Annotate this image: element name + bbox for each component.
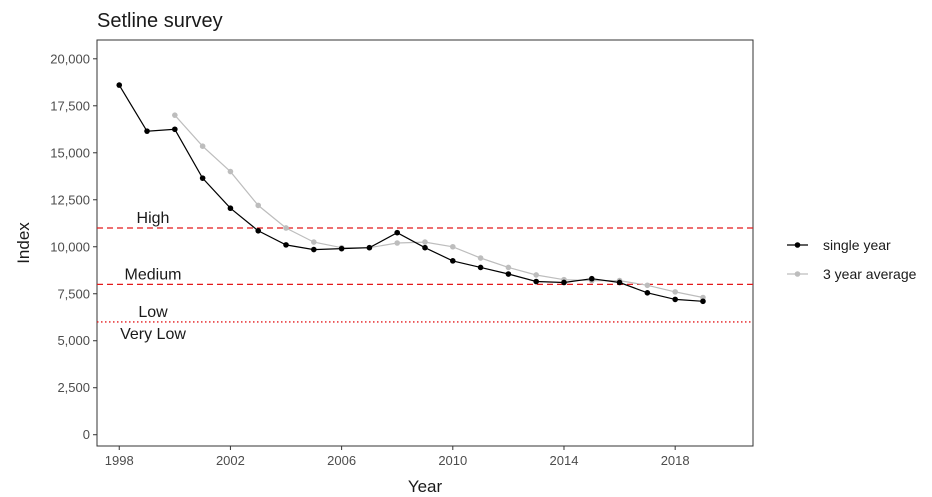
data-point — [533, 278, 539, 285]
data-point — [283, 225, 289, 231]
y-tick-label: 7,500 — [57, 286, 90, 301]
data-point — [644, 282, 651, 289]
data-point — [422, 244, 428, 251]
data-point — [700, 298, 706, 305]
reference-label: Medium — [125, 266, 182, 283]
chart-title: Setline survey — [97, 10, 223, 32]
x-tick-label: 2018 — [661, 453, 690, 468]
data-point — [338, 245, 345, 252]
data-point — [255, 202, 262, 209]
data-point — [144, 128, 150, 134]
y-tick-label: 2,500 — [57, 380, 90, 395]
data-point — [227, 205, 234, 212]
data-point — [311, 239, 317, 245]
data-point — [227, 168, 234, 175]
x-axis-title: Year — [408, 477, 443, 496]
y-axis-title: Index — [14, 222, 33, 264]
y-tick-label: 17,500 — [50, 98, 90, 113]
reference-label: Low — [138, 304, 168, 321]
data-point — [172, 126, 178, 133]
y-tick-label: 12,500 — [50, 192, 90, 207]
data-point — [588, 275, 595, 282]
x-tick-label: 2010 — [438, 453, 467, 468]
data-point — [449, 258, 456, 264]
reference-label: Very Low — [120, 326, 186, 343]
x-tick-label: 2014 — [550, 453, 579, 468]
reference-lines: High Medium Low Very Low — [97, 210, 753, 343]
data-point — [422, 239, 428, 245]
data-point — [116, 82, 123, 88]
data-point — [394, 240, 401, 246]
legend-key-point — [794, 271, 801, 277]
data-point — [394, 229, 401, 236]
data-point — [199, 143, 206, 149]
x-tick-label: 2002 — [216, 453, 245, 468]
data-point — [283, 242, 289, 248]
data-point — [366, 244, 373, 251]
data-point — [533, 272, 539, 278]
data-point — [616, 279, 623, 286]
data-point — [505, 271, 512, 277]
y-tick-label: 10,000 — [50, 239, 90, 254]
data-point — [449, 243, 456, 250]
legend-label: 3 year average — [823, 266, 917, 282]
y-tick-label: 20,000 — [50, 51, 90, 66]
data-point — [199, 175, 206, 181]
reference-label: High — [137, 210, 170, 227]
y-tick-label: 0 — [83, 427, 90, 442]
x-tick-label: 1998 — [105, 453, 134, 468]
y-tick-label: 15,000 — [50, 145, 90, 160]
data-point — [255, 227, 262, 234]
data-point — [561, 279, 567, 286]
legend-label: single year — [823, 237, 891, 253]
data-point — [477, 255, 484, 261]
x-tick-label: 2006 — [327, 453, 356, 468]
data-point — [505, 264, 512, 271]
data-point — [172, 112, 178, 118]
legend: single year 3 year average — [787, 237, 917, 282]
x-axis: 1998 2002 2006 2010 2014 2018 — [105, 446, 690, 468]
data-point — [672, 296, 678, 303]
series-line — [174, 114, 704, 299]
series-line — [118, 84, 704, 302]
y-axis: 0 2,500 5,000 7,500 10,000 12,500 15,000 17,500… — [50, 51, 97, 442]
legend-key-point — [794, 242, 801, 248]
data-point — [644, 290, 651, 296]
plot-panel — [96, 39, 754, 447]
data-point — [672, 289, 678, 295]
series-layer — [116, 82, 706, 305]
data-point — [477, 264, 484, 271]
y-tick-label: 5,000 — [57, 333, 90, 348]
data-point — [311, 246, 317, 253]
